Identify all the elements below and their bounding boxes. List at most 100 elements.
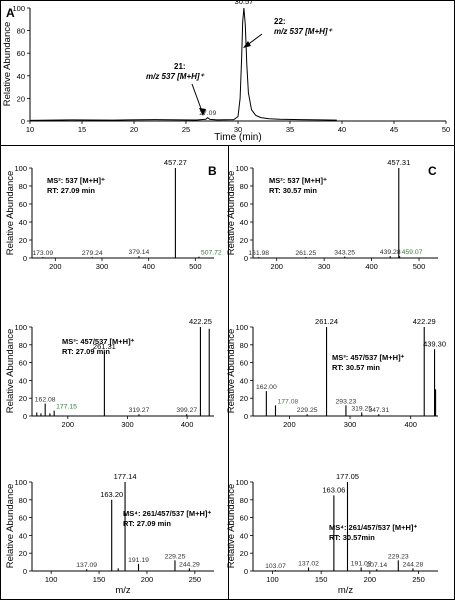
peak-label: 229.23 xyxy=(388,553,409,560)
arrow-21-head xyxy=(199,108,206,116)
x-tick-label: 400 xyxy=(181,420,194,429)
ms-level-annotation: MS³: 457/537 [M+H]⁺ xyxy=(62,337,135,346)
panel-letter: C xyxy=(428,164,437,178)
x-tick-label: 100 xyxy=(45,575,58,584)
peak-label: 191.19 xyxy=(128,557,149,564)
x-tick-label: 400 xyxy=(365,262,378,271)
peak-label: 27.09 xyxy=(199,110,216,117)
peak-label: 30.57 xyxy=(235,0,254,6)
y-tick-label: 80 xyxy=(17,27,25,36)
peak-label: 229.25 xyxy=(297,407,318,414)
peak-label: 191.09 xyxy=(351,560,372,567)
peak-label: 261.25 xyxy=(295,250,316,257)
x-tick-label: 40 xyxy=(338,125,346,134)
peak-label: 173.09 xyxy=(32,250,53,257)
x-tick-label: 45 xyxy=(390,125,398,134)
y-tick-label: 100 xyxy=(235,164,248,173)
x-tick-label: 10 xyxy=(26,125,34,134)
chromatogram-trace xyxy=(29,7,337,121)
peak-label: 137.09 xyxy=(76,562,97,569)
y-tick-label: 0 xyxy=(23,412,27,421)
x-tick-label: 200 xyxy=(270,262,283,271)
peak-label: 177.05 xyxy=(336,472,359,481)
y-tick-label: 20 xyxy=(17,94,25,103)
peak-label: 163.06 xyxy=(322,485,345,494)
x-tick-label: 200 xyxy=(62,420,75,429)
x-tick-label: 250 xyxy=(412,575,425,584)
peak-label: 229.25 xyxy=(165,553,186,560)
panel-letter: A xyxy=(6,6,15,20)
retention-time-annotation: RT: 27.09 min xyxy=(47,186,95,195)
y-axis-title: Relative Abundance xyxy=(226,484,237,569)
x-tick-label: 25 xyxy=(182,125,190,134)
peak-label: 137.02 xyxy=(298,560,319,567)
panel-letter: B xyxy=(208,164,217,178)
x-tick-label: 15 xyxy=(78,125,86,134)
x-tick-label: 300 xyxy=(121,420,134,429)
x-tick-label: 250 xyxy=(189,575,202,584)
y-tick-label: 0 xyxy=(244,412,248,421)
y-axis-title: Relative Abundance xyxy=(2,22,13,107)
x-tick-label: 300 xyxy=(96,262,109,271)
y-tick-label: 60 xyxy=(240,359,248,368)
x-tick-label: 200 xyxy=(49,262,62,271)
y-tick-label: 0 xyxy=(23,567,27,576)
x-tick-label: 50 xyxy=(442,125,450,134)
peak-label: 261.31 xyxy=(93,342,116,351)
ms-level-annotation: MS²: 537 [M+H]⁺ xyxy=(269,176,327,185)
y-tick-label: 0 xyxy=(21,117,25,126)
x-tick-label: 20 xyxy=(130,125,138,134)
x-tick-label: 100 xyxy=(266,575,279,584)
peak-label: 163.20 xyxy=(100,490,123,499)
y-tick-label: 60 xyxy=(17,49,25,58)
y-tick-label: 80 xyxy=(240,496,248,505)
y-tick-label: 20 xyxy=(19,236,27,245)
y-tick-label: 100 xyxy=(12,4,25,13)
y-tick-label: 20 xyxy=(19,394,27,403)
y-tick-label: 20 xyxy=(19,549,27,558)
ms-level-annotation: MS⁴: 261/457/537 [M+H]⁺ xyxy=(123,509,211,518)
ms-level-annotation: MS³: 457/537 [M+H]⁺ xyxy=(332,353,405,362)
y-axis-title: Relative Abundance xyxy=(226,171,237,256)
compound-22-mz: m/z 537 [M+H]⁺ xyxy=(274,27,333,36)
y-tick-label: 60 xyxy=(240,514,248,523)
x-tick-label: 150 xyxy=(93,575,106,584)
y-tick-label: 0 xyxy=(23,254,27,263)
peak-label: 422.29 xyxy=(413,317,436,326)
compound-21-id: 21: xyxy=(174,62,186,71)
peak-label: 279.24 xyxy=(82,250,103,257)
y-tick-label: 40 xyxy=(19,531,27,540)
y-axis-title: Relative Abundance xyxy=(226,329,237,414)
retention-time-annotation: RT: 27.09 min xyxy=(62,347,110,356)
y-axis-title: Relative Abundance xyxy=(5,329,16,414)
peak-label: 103.07 xyxy=(265,563,286,570)
x-tick-label: 200 xyxy=(141,575,154,584)
y-tick-label: 40 xyxy=(17,72,25,81)
y-tick-label: 80 xyxy=(19,496,27,505)
peak-label: 347.31 xyxy=(368,407,389,414)
peak-label: 244.28 xyxy=(403,561,424,568)
y-tick-label: 60 xyxy=(19,359,27,368)
peak-label: 379.14 xyxy=(129,249,150,256)
y-tick-label: 60 xyxy=(19,514,27,523)
x-tick-label: 35 xyxy=(286,125,294,134)
x-axis-title: m/z xyxy=(338,585,354,596)
y-tick-label: 20 xyxy=(240,236,248,245)
ms-level-annotation: MS⁴: 261/457/537 [M+H]⁺ xyxy=(329,523,417,532)
x-tick-label: 30 xyxy=(234,125,242,134)
retention-time-annotation: RT: 30.57min xyxy=(329,533,375,542)
y-tick-label: 100 xyxy=(235,323,248,332)
x-tick-label: 400 xyxy=(142,262,155,271)
peak-label: 439.30 xyxy=(423,339,446,348)
x-tick-label: 500 xyxy=(413,262,426,271)
peak-label: 399.27 xyxy=(176,407,197,414)
y-tick-label: 0 xyxy=(244,567,248,576)
peak-label: 507.72 xyxy=(201,250,222,257)
y-tick-label: 100 xyxy=(14,323,27,332)
y-tick-label: 80 xyxy=(240,341,248,350)
y-tick-label: 100 xyxy=(14,164,27,173)
peak-label: 177.15 xyxy=(56,404,77,411)
peak-label: 343.25 xyxy=(334,250,355,257)
peak-label: 207.14 xyxy=(366,562,387,569)
